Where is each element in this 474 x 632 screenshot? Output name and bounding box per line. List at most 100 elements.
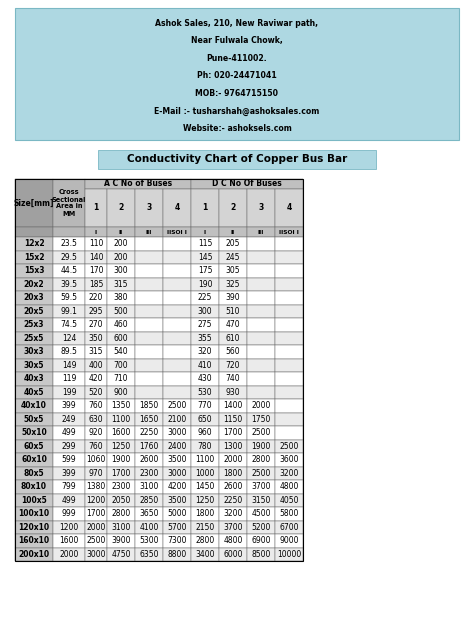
Bar [275, 227, 303, 237]
Bar [107, 547, 135, 561]
Bar [107, 413, 135, 426]
Bar [275, 291, 303, 305]
Text: 2: 2 [118, 204, 124, 212]
Bar [135, 426, 163, 439]
Bar [53, 179, 85, 227]
Text: 1700: 1700 [223, 428, 243, 437]
Bar [85, 494, 107, 507]
Bar [15, 277, 53, 291]
Bar [107, 277, 135, 291]
Text: 540: 540 [114, 347, 128, 356]
Text: 2600: 2600 [139, 455, 159, 465]
Bar [191, 264, 219, 277]
Bar [85, 250, 107, 264]
Bar [85, 521, 107, 534]
Bar [247, 386, 275, 399]
Bar [191, 547, 219, 561]
Bar [163, 250, 191, 264]
Bar [15, 358, 53, 372]
Text: A C No of Buses: A C No of Buses [104, 179, 172, 188]
Text: 760: 760 [89, 442, 103, 451]
Text: 1800: 1800 [223, 469, 243, 478]
Text: 225: 225 [198, 293, 212, 302]
Text: 1850: 1850 [139, 401, 159, 410]
Bar [247, 264, 275, 277]
Bar [219, 413, 247, 426]
Bar [219, 453, 247, 466]
Bar [53, 534, 85, 547]
Bar [107, 480, 135, 494]
Text: 4500: 4500 [251, 509, 271, 518]
Text: 760: 760 [89, 401, 103, 410]
Text: 300: 300 [114, 266, 128, 276]
Bar [275, 318, 303, 332]
Text: 60x5: 60x5 [24, 442, 44, 451]
Text: 390: 390 [226, 293, 240, 302]
Bar [107, 318, 135, 332]
Bar [53, 439, 85, 453]
Text: 1750: 1750 [251, 415, 271, 423]
Text: 119: 119 [62, 374, 76, 383]
Text: 2: 2 [230, 204, 236, 212]
Bar [219, 345, 247, 358]
Bar [247, 534, 275, 547]
Bar [53, 345, 85, 358]
Text: 1650: 1650 [139, 415, 159, 423]
Text: 530: 530 [198, 388, 212, 397]
Text: IISOI I: IISOI I [167, 229, 187, 234]
Bar [107, 264, 135, 277]
Text: MOB:- 9764715150: MOB:- 9764715150 [195, 89, 279, 98]
Bar [163, 291, 191, 305]
Bar [247, 227, 275, 237]
Text: 2800: 2800 [195, 536, 215, 545]
Bar [107, 305, 135, 318]
Bar [275, 250, 303, 264]
Bar [275, 332, 303, 345]
Text: 2800: 2800 [111, 509, 131, 518]
Bar [247, 277, 275, 291]
Bar [163, 453, 191, 466]
Bar [191, 413, 219, 426]
Bar [247, 439, 275, 453]
Bar [15, 439, 53, 453]
Bar [275, 305, 303, 318]
Bar [53, 453, 85, 466]
Bar [191, 250, 219, 264]
Bar [53, 332, 85, 345]
Bar [275, 386, 303, 399]
Bar [219, 305, 247, 318]
Text: 1100: 1100 [111, 415, 131, 423]
Bar [191, 277, 219, 291]
Text: 205: 205 [226, 240, 240, 248]
Bar [191, 386, 219, 399]
Bar [219, 332, 247, 345]
Bar [219, 250, 247, 264]
Text: 400: 400 [89, 361, 103, 370]
Bar [85, 399, 107, 413]
Bar [191, 466, 219, 480]
Bar [191, 291, 219, 305]
Bar [247, 399, 275, 413]
Text: 430: 430 [198, 374, 212, 383]
Bar [15, 237, 53, 250]
Bar [107, 507, 135, 521]
Text: 2500: 2500 [86, 536, 106, 545]
Text: 249: 249 [62, 415, 76, 423]
Text: 39.5: 39.5 [61, 280, 78, 289]
Text: 145: 145 [198, 253, 212, 262]
Text: 30x3: 30x3 [24, 347, 44, 356]
Text: 80x10: 80x10 [21, 482, 47, 491]
Text: 80x5: 80x5 [24, 469, 44, 478]
Bar [219, 521, 247, 534]
Text: 770: 770 [198, 401, 212, 410]
Bar [15, 453, 53, 466]
Text: 799: 799 [62, 482, 76, 491]
Text: 190: 190 [198, 280, 212, 289]
Text: 460: 460 [114, 320, 128, 329]
Bar [85, 413, 107, 426]
Bar [53, 305, 85, 318]
Text: 5300: 5300 [139, 536, 159, 545]
Bar [163, 305, 191, 318]
Text: 89.5: 89.5 [61, 347, 77, 356]
Bar [275, 521, 303, 534]
